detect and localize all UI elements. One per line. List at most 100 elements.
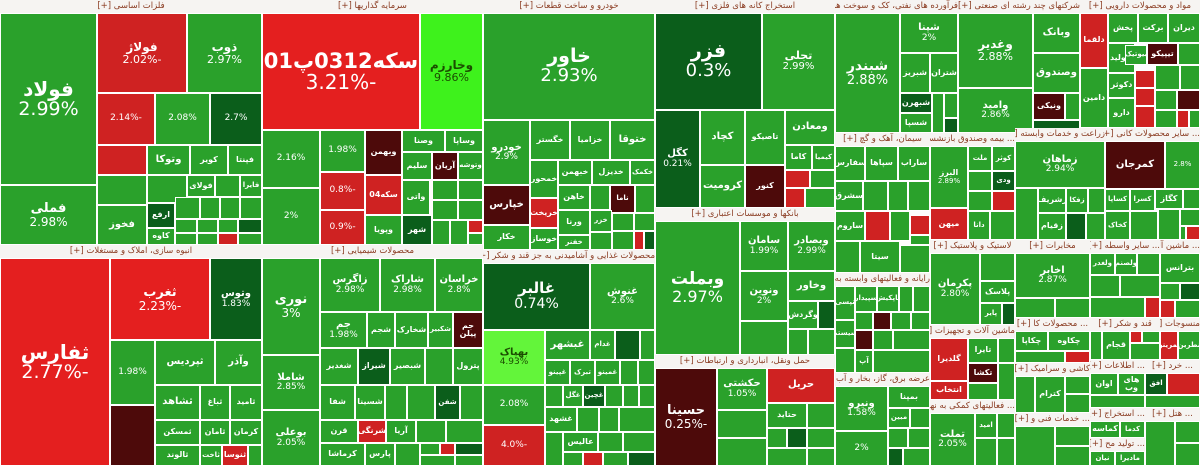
- treemap-tile[interactable]: [903, 448, 930, 466]
- treemap-tile-بمپنا[interactable]: بمپنا: [888, 386, 930, 408]
- treemap-tile[interactable]: [634, 231, 644, 250]
- treemap-tile[interactable]: [805, 188, 835, 208]
- treemap-tile[interactable]: [598, 432, 623, 452]
- treemap-tile[interactable]: [717, 410, 767, 438]
- treemap-tile[interactable]: [238, 219, 262, 233]
- treemap-tile[interactable]: [97, 175, 147, 205]
- sector-header-hotel[interactable]: ... هتل [+]: [1145, 408, 1200, 421]
- treemap-tile-شغدیر[interactable]: شغدیر: [320, 348, 358, 385]
- treemap-tile-میهن[interactable]: میهن: [930, 208, 968, 240]
- treemap-tile-وبملت[interactable]: وبملت 2.97%: [655, 221, 740, 355]
- treemap-tile[interactable]: [1137, 253, 1160, 275]
- treemap-tile-ومعادن[interactable]: ومعادن: [785, 110, 835, 145]
- treemap-tile-شاملا[interactable]: شاملا 2.85%: [262, 355, 320, 410]
- treemap-tile[interactable]: [1160, 300, 1175, 318]
- treemap-tile-ثنوسا[interactable]: ثنوسا: [222, 445, 248, 466]
- treemap-tile[interactable]: [863, 181, 888, 211]
- treemap-tile[interactable]: [200, 197, 220, 219]
- treemap-tile-سشرق[interactable]: سشرق: [835, 181, 863, 211]
- treemap-tile[interactable]: [545, 432, 563, 466]
- treemap-tile-فولاد[interactable]: فولاد 2.99%: [0, 13, 97, 185]
- treemap-tile[interactable]: [910, 235, 930, 245]
- treemap-tile-شسپا[interactable]: شسپا: [900, 113, 932, 133]
- treemap-tile-چکاپا[interactable]: چکاپا: [1015, 331, 1048, 351]
- treemap-tile-تجلی[interactable]: تجلی 2.99%: [762, 13, 835, 110]
- treemap-tile-نیان[interactable]: نیان: [1090, 451, 1115, 466]
- treemap-tile[interactable]: [1135, 106, 1155, 128]
- treemap-tile-خزر[interactable]: خزر: [590, 210, 612, 232]
- treemap-tile-های وب[interactable]: های وب: [1118, 373, 1145, 395]
- treemap-tile[interactable]: [1055, 298, 1090, 318]
- treemap-tile[interactable]: [175, 233, 197, 245]
- treemap-tile[interactable]: [1015, 188, 1038, 240]
- treemap-tile-خوساز[interactable]: خوساز: [530, 228, 558, 250]
- treemap-tile-مبین[interactable]: مبین: [888, 408, 910, 428]
- treemap-tile-عالیس[interactable]: عالیس: [563, 432, 598, 452]
- treemap-tile[interactable]: [623, 432, 655, 452]
- sector-header-food[interactable]: محصولات غذایی و آشامیدنی به جز قند و شکر…: [483, 250, 655, 263]
- treemap-tile-غنوش[interactable]: غنوش 2.6%: [590, 263, 655, 330]
- treemap-tile-گلدیرا[interactable]: گلدیرا: [930, 338, 968, 381]
- treemap-tile-ولغدر[interactable]: ولغدر: [1090, 253, 1115, 275]
- treemap-tile[interactable]: 1.98%: [110, 340, 155, 405]
- treemap-tile-کگاز[interactable]: کگاز: [1155, 189, 1183, 209]
- treemap-tile-تاصیکو[interactable]: تاصیکو: [745, 110, 785, 165]
- sector-header-metals[interactable]: فلزات اساسی [+]: [0, 0, 262, 13]
- treemap-tile[interactable]: [1015, 426, 1055, 466]
- treemap-tile[interactable]: [865, 211, 890, 241]
- treemap-tile[interactable]: [1158, 209, 1180, 240]
- treemap-tile[interactable]: 2%: [835, 431, 888, 466]
- treemap-tile[interactable]: [1160, 283, 1180, 300]
- treemap-tile[interactable]: [944, 93, 958, 118]
- treemap-tile-خراسان[interactable]: خراسان 2.8%: [435, 258, 483, 312]
- treemap-tile-وبهمن[interactable]: وبهمن: [365, 130, 402, 175]
- sector-header-kani[interactable]: ... سایر محصولات کانی [+]: [1105, 128, 1200, 141]
- treemap-tile[interactable]: [1175, 300, 1200, 318]
- treemap-tile-کساپا[interactable]: کساپا: [1105, 189, 1130, 211]
- sector-header-fin_aux[interactable]: ... فعالیتهای کمکی به نهادها [+]: [930, 400, 1015, 413]
- treemap-tile[interactable]: [717, 438, 767, 466]
- treemap-tile[interactable]: [446, 420, 483, 443]
- sector-header-pharma[interactable]: مواد و محصولات دارویی [+]: [1080, 0, 1200, 13]
- treemap-tile[interactable]: [968, 171, 992, 191]
- treemap-tile-ثشاهد[interactable]: ثشاهد: [155, 385, 200, 420]
- treemap-tile[interactable]: [407, 385, 435, 420]
- treemap-tile[interactable]: [1175, 421, 1200, 443]
- treemap-tile[interactable]: [1183, 189, 1200, 209]
- treemap-tile-کویر[interactable]: کویر: [190, 145, 228, 175]
- treemap-tile[interactable]: [835, 241, 860, 273]
- treemap-tile[interactable]: 2.16%: [262, 130, 320, 188]
- treemap-tile-وخاور[interactable]: وخاور: [788, 271, 835, 301]
- treemap-tile[interactable]: [416, 420, 446, 443]
- treemap-tile[interactable]: [563, 452, 583, 466]
- treemap-tile-سامان[interactable]: سامان 1.99%: [740, 221, 788, 271]
- treemap-tile[interactable]: [932, 93, 944, 133]
- treemap-tile[interactable]: [1180, 226, 1186, 240]
- treemap-tile[interactable]: [577, 407, 599, 432]
- treemap-tile[interactable]: [458, 180, 483, 200]
- sector-header-computer[interactable]: رایانه و فعالیتهای وابسته به آن [+]: [835, 273, 930, 286]
- treemap-tile[interactable]: [785, 170, 810, 188]
- treemap-tile[interactable]: [787, 428, 807, 448]
- treemap-tile-وبانک[interactable]: وبانک: [1033, 13, 1080, 53]
- treemap-tile-ثپردیس[interactable]: ثپردیس: [155, 340, 215, 385]
- treemap-tile[interactable]: [455, 443, 483, 455]
- treemap-tile[interactable]: [944, 118, 958, 133]
- treemap-tile-زشریف[interactable]: زشریف: [1038, 188, 1066, 213]
- treemap-tile[interactable]: [1120, 275, 1160, 297]
- treemap-tile[interactable]: [808, 329, 835, 355]
- treemap-tile-فولای[interactable]: فولای: [187, 175, 215, 197]
- treemap-tile-شیراز[interactable]: شیراز: [358, 348, 390, 385]
- treemap-tile-خزامیا[interactable]: خزامیا: [570, 120, 610, 160]
- treemap-tile[interactable]: [220, 197, 240, 219]
- sector-header-telecom[interactable]: مخابرات [+]: [1015, 240, 1090, 253]
- treemap-tile[interactable]: [1055, 446, 1090, 466]
- treemap-tile[interactable]: [891, 312, 911, 330]
- treemap-tile-کرومیت[interactable]: کرومیت: [700, 165, 745, 208]
- treemap-tile-پلاسک[interactable]: پلاسک: [980, 281, 1015, 303]
- treemap-tile[interactable]: [997, 413, 1015, 438]
- treemap-tile-برکت[interactable]: برکت: [1138, 13, 1168, 43]
- treemap-tile-پخش[interactable]: پخش: [1108, 13, 1138, 43]
- treemap-tile[interactable]: [992, 191, 1015, 211]
- treemap-tile[interactable]: [1090, 297, 1145, 318]
